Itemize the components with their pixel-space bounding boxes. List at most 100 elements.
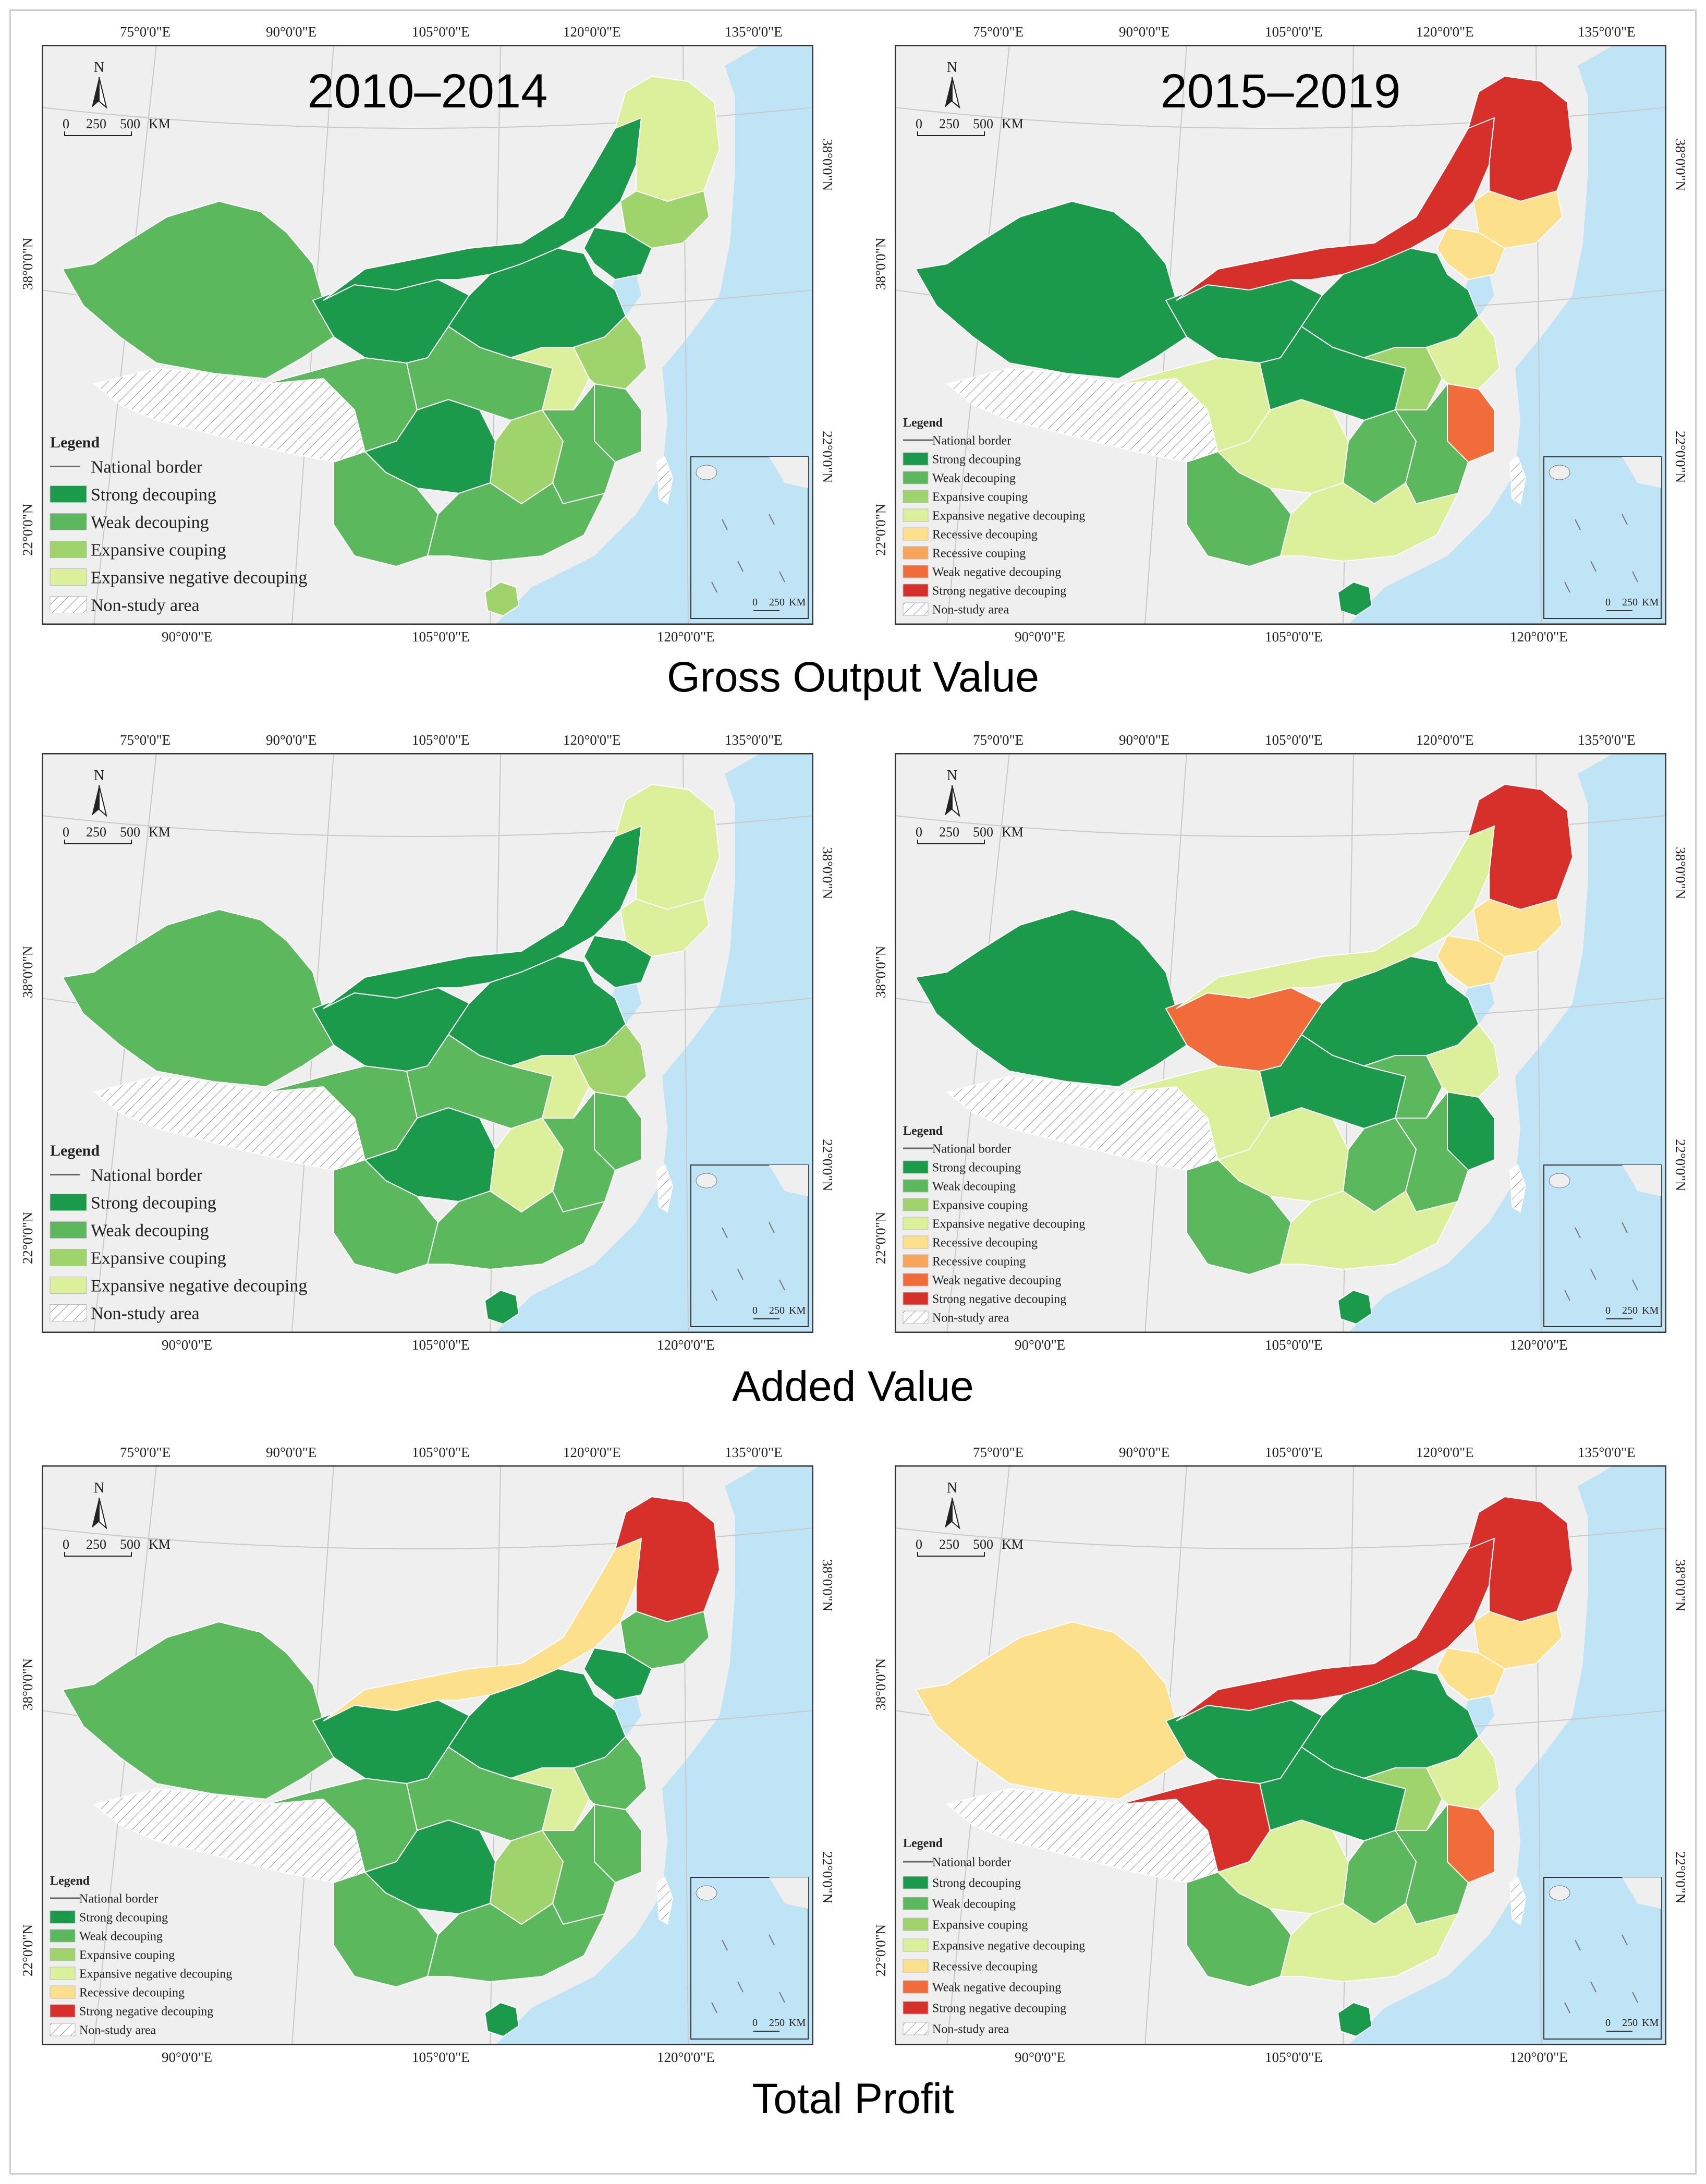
region-hlj xyxy=(614,75,721,202)
legend-title: Legend xyxy=(903,1837,943,1850)
scale-label-0: 0 xyxy=(916,116,922,131)
lat-label-right: 22°0'0"N xyxy=(820,1139,835,1192)
lon-label-top: 75°0'0"E xyxy=(973,1445,1024,1460)
region-east xyxy=(541,382,616,505)
region-east xyxy=(1394,382,1469,505)
legend-swatch-expansive xyxy=(50,1948,76,1961)
inset-boundary-dash xyxy=(779,1279,785,1291)
legend-swatch-weak xyxy=(50,1221,87,1239)
scale-bar xyxy=(917,1552,985,1557)
scale-unit: KM xyxy=(1002,1537,1023,1552)
map-frame xyxy=(895,1465,1666,2045)
region-jl xyxy=(619,1610,710,1670)
north-arrow-icon-half xyxy=(952,1497,960,1530)
lon-label-top: 135°0'0"E xyxy=(725,24,783,40)
legend-swatch-expansive xyxy=(50,1249,87,1266)
lat-label-left: 38°0'0"N xyxy=(20,237,35,290)
scale-label-250: 250 xyxy=(939,116,959,131)
scale-label-0: 0 xyxy=(63,824,69,840)
region-taiwan xyxy=(1509,456,1527,505)
legend-swatch-expansive xyxy=(903,490,929,503)
legend-label-weak: Weak decouping xyxy=(91,1221,209,1240)
inset-boundary-dash xyxy=(779,1992,785,2003)
lat-label-left: 22°0'0"N xyxy=(20,1924,35,1976)
north-arrow-icon-half xyxy=(99,785,107,817)
legend-label-weak: Weak decouping xyxy=(91,513,209,532)
north-arrow-icon xyxy=(92,77,99,107)
lon-label-top: 90°0'0"E xyxy=(1119,732,1170,748)
region-ln xyxy=(583,1647,653,1701)
legend-label-nonstudy: Non-study area xyxy=(932,603,1009,616)
region-hb xyxy=(509,1055,590,1119)
inset-boundary-dash xyxy=(1632,1279,1638,1291)
lat-label-left: 22°0'0"N xyxy=(20,503,35,556)
legend-swatch-strong xyxy=(50,486,87,503)
legend-swatch-expneg xyxy=(903,1938,929,1952)
lon-label-top: 105°0'0"E xyxy=(412,732,470,748)
region-js xyxy=(1425,1023,1501,1098)
legend-swatch-strong xyxy=(50,1910,76,1924)
inset-boundary-dash xyxy=(722,519,728,530)
inset-scale-unit: KM xyxy=(1642,1305,1659,1316)
scale-bar xyxy=(64,1552,132,1557)
region-hainan xyxy=(484,581,520,617)
region-taiwan xyxy=(656,1164,674,1213)
scale-label-250: 250 xyxy=(939,1537,959,1552)
legend: Legend National border Strong decouping Wea… xyxy=(50,434,307,615)
legend-label-border: National border xyxy=(91,1166,203,1185)
legend-swatch-weak xyxy=(50,513,87,530)
inset-boundary-dash xyxy=(711,1290,717,1301)
legend-label-nonstudy: Non-study area xyxy=(932,1311,1009,1325)
inset-boundary-dash xyxy=(737,1269,744,1280)
legend-label-expneg: Expansive negative decouping xyxy=(932,1939,1085,1952)
inset-map-frame xyxy=(1543,1877,1662,2040)
legend-label-nonstudy: Non-study area xyxy=(932,2022,1009,2036)
lon-label-top: 105°0'0"E xyxy=(412,1445,470,1460)
lon-label-top: 75°0'0"E xyxy=(120,24,171,40)
region-taiwan xyxy=(1509,1876,1527,1925)
lat-label-left: 38°0'0"N xyxy=(873,237,888,290)
region-taiwan xyxy=(1509,1164,1527,1213)
inset-map-frame xyxy=(690,1877,809,2040)
row-title-added-value: Added Value xyxy=(732,1363,974,1410)
legend-label-border: National border xyxy=(79,1892,158,1906)
region-hb xyxy=(509,347,590,410)
lat-label-right: 22°0'0"N xyxy=(1673,1851,1688,1904)
legend-label-weak: Weak decouping xyxy=(932,1897,1016,1911)
region-jl xyxy=(1472,190,1563,249)
lon-label-top: 90°0'0"E xyxy=(1119,1445,1170,1460)
lon-label-bottom: 90°0'0"E xyxy=(162,2049,213,2065)
lon-label-top: 105°0'0"E xyxy=(1265,1445,1323,1460)
lon-label-top: 75°0'0"E xyxy=(120,1445,171,1460)
legend-label-expansive: Expansive couping xyxy=(91,540,226,560)
lat-label-right: 38°0'0"N xyxy=(820,847,835,900)
lon-label-top: 90°0'0"E xyxy=(1119,24,1170,40)
lat-label-right: 22°0'0"N xyxy=(820,431,835,483)
inset-scale-label-250: 250 xyxy=(769,1305,785,1316)
legend-label-strongneg: Strong negative decouping xyxy=(932,1292,1066,1306)
legend-swatch-expneg xyxy=(50,1277,87,1294)
lat-label-left: 38°0'0"N xyxy=(873,945,888,998)
lon-label-top: 75°0'0"E xyxy=(973,732,1024,748)
scale-bar xyxy=(917,840,985,844)
legend-label-expansive: Expansive couping xyxy=(932,1918,1028,1932)
legend-label-strong: Strong decouping xyxy=(932,1161,1021,1174)
inset-scale-unit: KM xyxy=(789,1305,806,1316)
legend-swatch-recdec xyxy=(50,1985,76,1999)
legend-swatch-nonstudy xyxy=(50,2023,76,2036)
scale-unit: KM xyxy=(149,824,170,840)
legend-swatch-weak xyxy=(903,471,929,484)
scale-bar xyxy=(917,131,985,136)
inset-boundary-dash xyxy=(769,1222,775,1233)
map-frame xyxy=(42,45,813,625)
legend-label-weak: Weak decouping xyxy=(932,471,1016,485)
legend-swatch-strongneg xyxy=(903,584,929,597)
north-label: N xyxy=(947,768,957,784)
legend-swatch-strong xyxy=(50,1194,87,1211)
scale-label-0: 0 xyxy=(916,824,922,840)
legend-label-strongneg: Strong negative decouping xyxy=(932,2001,1066,2015)
legend-label-border: National border xyxy=(932,1855,1011,1869)
legend-swatch-expneg xyxy=(903,1217,929,1230)
legend-label-strongneg: Strong negative decouping xyxy=(932,584,1066,598)
lat-label-right: 38°0'0"N xyxy=(820,139,835,191)
